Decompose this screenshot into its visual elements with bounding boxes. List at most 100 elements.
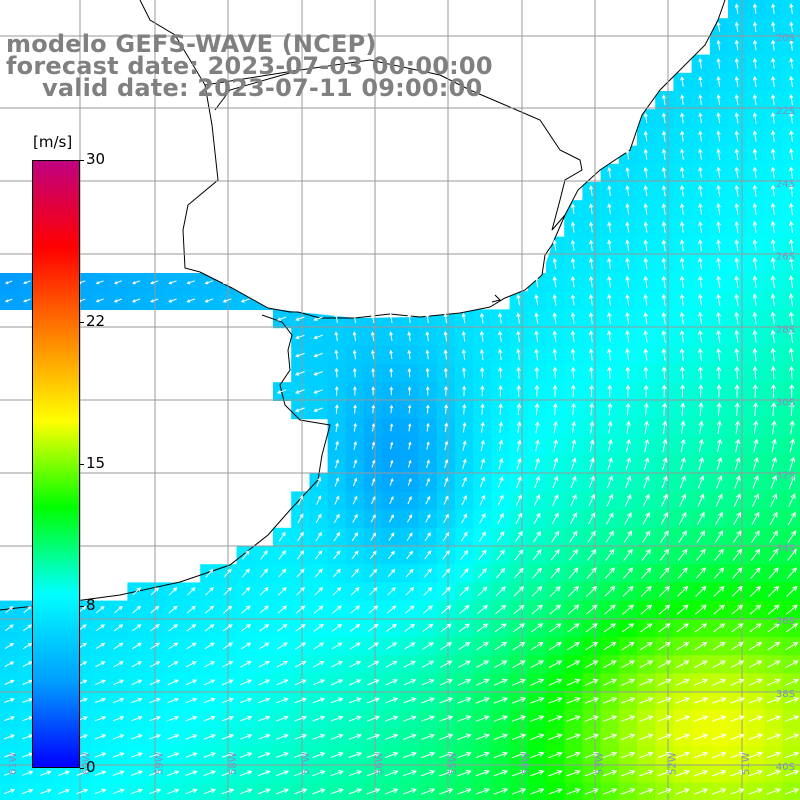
wind-arrow [112, 788, 125, 795]
wind-arrow [334, 495, 340, 505]
colorbar-tick [80, 464, 84, 465]
wind-arrow [498, 457, 504, 470]
wind-arrow [457, 788, 472, 795]
wind-arrow [532, 567, 542, 579]
wind-arrow [240, 679, 252, 686]
wind-arrow [407, 312, 412, 324]
wind-arrow [734, 311, 740, 325]
wind-arrow [584, 733, 600, 740]
wind-arrow [642, 493, 650, 507]
wind-arrow [334, 477, 340, 487]
wind-arrow [570, 493, 577, 507]
wind-arrow [661, 148, 667, 160]
wind-arrow [534, 276, 539, 288]
wind-arrow [552, 330, 557, 343]
wind-arrow [639, 678, 654, 686]
wind-arrow [621, 788, 636, 795]
wind-arrow [752, 311, 758, 325]
wind-arrow [768, 567, 779, 579]
wind-arrow [425, 514, 431, 523]
wind-arrow [766, 769, 782, 777]
wind-arrow [314, 568, 323, 578]
wind-arrow [457, 733, 472, 740]
wind-arrow [477, 604, 488, 615]
wind-arrow [661, 311, 667, 325]
wind-arrow [479, 330, 485, 342]
wind-arrow [752, 239, 758, 252]
wind-arrow [789, 75, 794, 88]
wind-arrow [295, 316, 305, 321]
wind-arrow [480, 458, 486, 470]
wind-arrow [661, 475, 668, 489]
wind-arrow [239, 752, 253, 758]
wind-arrow [769, 511, 778, 526]
wind-arrow [426, 459, 430, 468]
wind-arrow [625, 239, 630, 251]
wind-arrow [185, 679, 198, 686]
wind-arrow [786, 604, 798, 615]
wind-arrow [479, 494, 486, 506]
wind-arrow [716, 166, 721, 179]
wind-arrow [241, 568, 250, 578]
wind-arrow [222, 298, 232, 303]
wind-arrow [716, 329, 721, 343]
wind-arrow [768, 548, 779, 562]
wind-arrow [276, 679, 289, 686]
wind-arrow [94, 734, 107, 740]
wind-arrow [95, 661, 106, 668]
wind-arrow [514, 530, 523, 543]
wind-arrow [114, 605, 123, 614]
wind-arrow [460, 549, 469, 560]
wind-arrow [661, 130, 667, 142]
wind-arrow [113, 716, 125, 722]
wind-arrow [552, 348, 558, 361]
longitude-label: 61W [8, 752, 19, 775]
wind-arrow [221, 788, 235, 795]
wind-arrow [694, 623, 708, 633]
wind-arrow [534, 457, 540, 470]
wind-arrow [698, 275, 703, 288]
wind-arrow [621, 697, 636, 704]
wind-arrow [330, 733, 344, 740]
wind-arrow [389, 404, 394, 414]
wind-arrow [258, 733, 271, 740]
wind-arrow [696, 511, 705, 525]
wind-arrow [407, 496, 412, 505]
wind-arrow [94, 716, 107, 722]
wind-arrow [752, 184, 758, 197]
wind-arrow [625, 311, 630, 325]
wind-arrow [186, 280, 195, 285]
wind-arrow [589, 185, 594, 197]
wind-arrow [493, 769, 509, 777]
wind-arrow [607, 475, 613, 489]
wind-arrow [712, 641, 726, 651]
wind-arrow [203, 679, 216, 686]
wind-arrow [766, 733, 782, 740]
wind-arrow [716, 148, 721, 160]
wind-arrow [277, 280, 287, 285]
wind-arrow [515, 494, 522, 507]
wind-arrow [479, 513, 486, 524]
wind-arrow [643, 166, 648, 178]
wind-arrow [334, 331, 339, 342]
wind-arrow [149, 752, 162, 758]
wind-arrow [734, 456, 741, 471]
wind-arrow [698, 76, 703, 87]
wind-arrow [752, 402, 759, 416]
colorbar-tick-label: 8 [86, 595, 96, 614]
wind-arrow [385, 715, 399, 722]
wind-arrow [624, 493, 632, 507]
wind-arrow [625, 330, 630, 343]
wind-arrow [753, 438, 759, 453]
wind-arrow [457, 678, 472, 686]
wind-arrow [789, 220, 794, 234]
longitude-labels: 61W 60W 59W 58W 57W 56W 55W 54W 53W 52W 51W [8, 752, 752, 775]
wind-arrow [461, 495, 467, 506]
wind-arrow [294, 661, 307, 668]
wind-arrow [680, 420, 686, 434]
wind-arrow [789, 130, 794, 142]
wind-arrow [548, 715, 563, 722]
wind-arrow [277, 642, 288, 650]
wind-arrow [589, 221, 594, 233]
wind-arrow [771, 438, 777, 453]
